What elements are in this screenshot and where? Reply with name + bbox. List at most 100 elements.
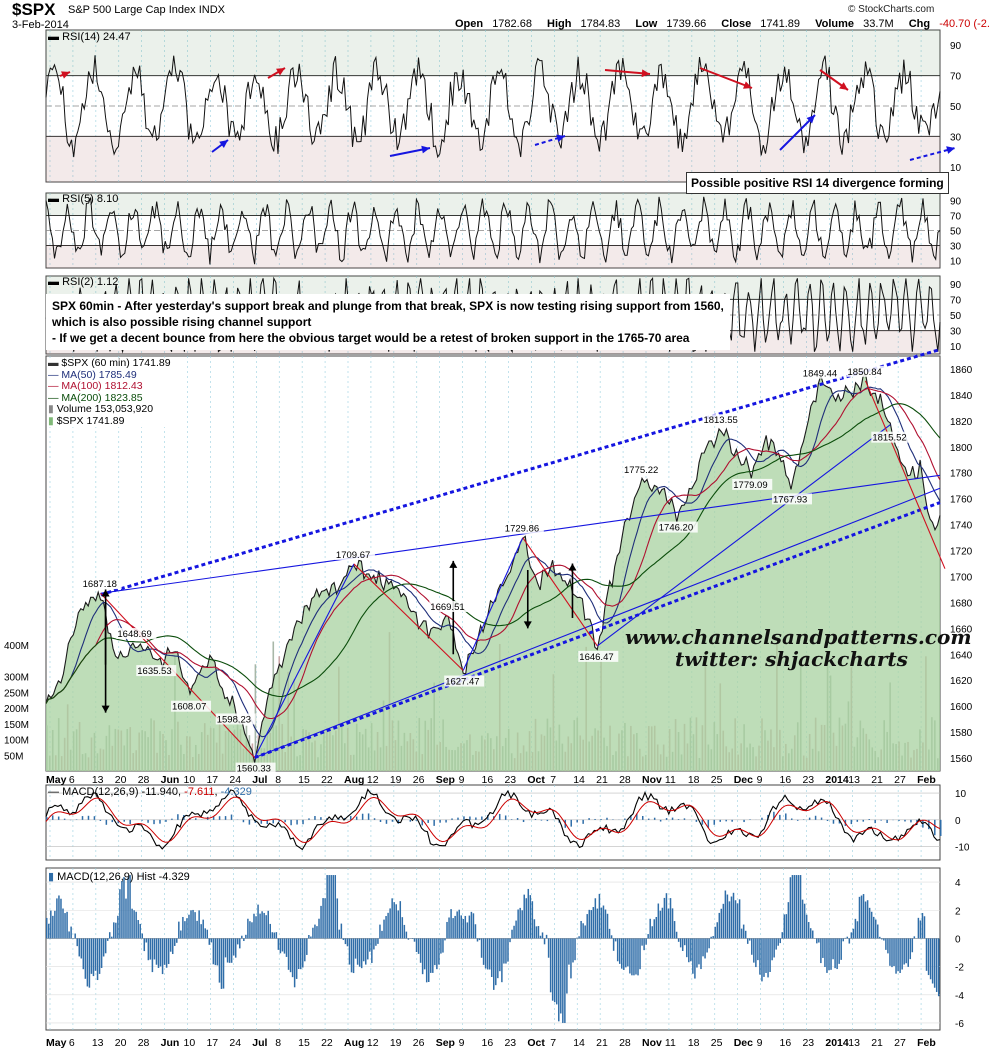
macd-hist-mini-bar xyxy=(838,819,841,824)
x-tick-label: Jul xyxy=(252,1037,267,1049)
macd-hist-bar xyxy=(102,938,105,957)
point-label: 1709.67 xyxy=(336,550,370,561)
macd-hist-bar xyxy=(799,875,802,939)
x-tick-label: 14 xyxy=(573,774,585,786)
macd-hist-bar xyxy=(523,894,525,939)
macd-hist-bar xyxy=(54,910,56,939)
macd-hist-mini-bar xyxy=(409,819,412,822)
point-label: 1648.69 xyxy=(117,629,151,640)
macd-hist-bar xyxy=(119,889,121,939)
chart-symbol: $SPX xyxy=(12,0,56,19)
macd-hist-bar xyxy=(588,909,590,939)
macd-hist-bar xyxy=(273,932,276,939)
x-tick-label: 23 xyxy=(802,774,814,786)
macd-hist-bar xyxy=(779,938,781,944)
macd-hist-bar xyxy=(342,938,345,941)
macd-hist-mini-bar xyxy=(391,819,394,822)
macd-hist-bar xyxy=(375,938,377,946)
macd-hist-bar xyxy=(251,922,253,939)
legend-volume: ▮ Volume 153,053,920 xyxy=(48,403,154,415)
macd-hist-bar xyxy=(663,897,666,939)
macd-hist-bar xyxy=(369,938,371,952)
macd-hist-bar xyxy=(838,938,840,964)
macd-hist-bar xyxy=(509,938,511,943)
point-label: 1850.84 xyxy=(848,367,882,378)
x-tick-label: Nov xyxy=(642,1037,662,1049)
macd-hist-bar xyxy=(176,938,178,943)
macd-hist-bar xyxy=(590,910,593,939)
macd-hist-bar xyxy=(683,938,686,946)
x-tick-label: 28 xyxy=(138,774,150,786)
macd-hist-mini-bar xyxy=(230,814,233,820)
macd-hist-mini-bar xyxy=(659,819,662,822)
macd-hist-bar xyxy=(88,938,91,988)
rsi-line xyxy=(45,276,941,354)
macd-hist-mini-bar xyxy=(349,815,352,820)
point-label: 1767.93 xyxy=(773,494,807,505)
macd-hist-bar xyxy=(519,907,521,939)
macd-hist-bar xyxy=(358,938,361,967)
macd-hist-mini-bar xyxy=(522,819,525,823)
macd-hist-bar xyxy=(393,902,395,939)
macd-hist-bar xyxy=(641,938,643,946)
macd-hist-bar xyxy=(834,938,836,969)
macd-hist-bar xyxy=(163,938,166,965)
macd-hist-bar xyxy=(326,875,328,939)
rsi-y-tick: 10 xyxy=(950,163,962,174)
macd-hist-bar xyxy=(291,938,294,978)
macd-hist-bar xyxy=(454,915,456,939)
macd-hist-bar xyxy=(716,922,718,939)
macd-hist-bar xyxy=(836,938,838,970)
volume-y-tick: 200M xyxy=(4,704,29,715)
macd-hist-mini-bar xyxy=(427,819,429,823)
rsi-y-tick: 50 xyxy=(950,227,962,238)
macd-hist-bar xyxy=(371,938,373,963)
x-tick-label: Dec xyxy=(734,1037,753,1049)
macd-hist-bar xyxy=(635,938,637,975)
price-y-tick: 1720 xyxy=(950,547,973,558)
macd-hist-bar xyxy=(332,875,334,939)
rsi-y-tick: 10 xyxy=(950,257,962,268)
macd-hist-bar xyxy=(740,928,743,939)
x-tick-label: Dec xyxy=(734,774,753,786)
macd-hist-bar xyxy=(239,938,241,949)
macd-hist-bar xyxy=(803,903,806,939)
x-tick-label: 18 xyxy=(688,774,700,786)
macd-hist-bar xyxy=(52,915,54,939)
macd-hist-mini-bar xyxy=(475,817,477,820)
macd-hist-mini-bar xyxy=(296,819,298,825)
macd-hist-mini-bar xyxy=(46,816,48,820)
macd-hist-bar xyxy=(889,938,891,966)
macd-hist-bar xyxy=(285,938,288,957)
macd-hist-bar xyxy=(139,923,141,939)
rsi-arrow-head xyxy=(61,71,70,79)
macd-hist-bar xyxy=(436,938,438,970)
macd-hist-bar xyxy=(517,909,519,939)
point-label: 1627.47 xyxy=(445,677,479,688)
macd-hist-bar xyxy=(425,938,428,983)
macd-hist-bar xyxy=(793,875,796,939)
x-tick-label: 16 xyxy=(482,774,494,786)
x-tick-label: 9 xyxy=(459,774,465,786)
hist-y-tick: 4 xyxy=(955,878,961,889)
macd-hist-bar xyxy=(232,938,235,956)
macd-hist-bar xyxy=(539,935,542,939)
x-tick-label: 23 xyxy=(802,1037,814,1049)
macd-hist-mini-bar xyxy=(516,818,519,820)
point-label: 1687.18 xyxy=(83,579,117,590)
macd-hist-bar xyxy=(818,938,820,943)
macd-hist-mini-bar xyxy=(743,819,745,823)
macd-hist-mini-bar xyxy=(421,819,423,826)
macd-hist-bar xyxy=(423,938,426,970)
macd-hist-bar xyxy=(710,936,712,939)
macd-hist-bar xyxy=(714,926,716,939)
trendline xyxy=(596,424,891,647)
macd-hist-bar xyxy=(137,920,139,939)
macd-hist-bar xyxy=(618,938,621,964)
macd-hist-mini-bar xyxy=(415,819,418,821)
macd-hist-bar xyxy=(858,896,861,939)
macd-hist-bar xyxy=(287,938,290,970)
macd-hist-bar xyxy=(702,938,704,957)
macd-hist-bar xyxy=(98,938,101,974)
